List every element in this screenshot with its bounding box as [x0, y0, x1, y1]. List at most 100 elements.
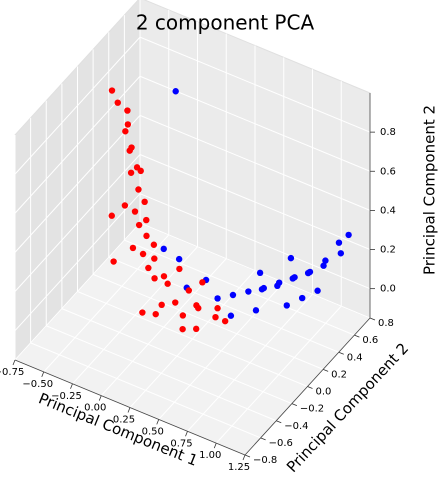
y-tick-label: 0.6 [362, 335, 378, 346]
grid-line [139, 114, 371, 211]
point [129, 244, 137, 252]
point [175, 255, 183, 263]
tick-mark [322, 369, 329, 372]
point [114, 99, 121, 106]
point [137, 167, 144, 175]
point [152, 310, 159, 318]
point [143, 232, 150, 240]
point [121, 202, 129, 209]
point [124, 121, 132, 128]
point [185, 287, 193, 294]
point [172, 299, 179, 306]
tick-mark [307, 386, 313, 389]
x-tick-label: −0.75 [0, 367, 24, 378]
tick-mark [185, 431, 188, 437]
grid-line [108, 256, 339, 353]
x-tick-label: −0.50 [22, 379, 53, 390]
x-tick-label: 0.00 [84, 403, 106, 414]
point [195, 304, 202, 312]
point [141, 198, 148, 206]
point [335, 239, 343, 246]
z-tick-label: 0.8 [380, 127, 396, 138]
y-tick-label: −0.6 [269, 438, 293, 449]
point [127, 169, 135, 176]
grid-line [14, 115, 141, 253]
point [150, 241, 158, 248]
point [298, 294, 306, 302]
y-tick-label: 0.0 [316, 387, 332, 398]
z-axis-label: Principal Component 2 [421, 105, 439, 275]
point [131, 208, 139, 215]
point [122, 128, 129, 135]
grid-line [14, 36, 141, 175]
point [160, 273, 168, 280]
grid-line [46, 325, 277, 422]
y-tick-label: 0.8 [378, 318, 394, 329]
point [221, 317, 229, 325]
point [320, 262, 327, 269]
point [214, 305, 221, 312]
axis-line [244, 317, 371, 456]
grid-line [92, 273, 324, 370]
tick-mark [156, 419, 160, 425]
point [108, 212, 115, 219]
point [212, 313, 219, 321]
grid-line [139, 36, 371, 133]
point [108, 87, 116, 94]
tick-mark [338, 351, 344, 355]
point [199, 279, 206, 286]
axes: −0.75−0.50−0.250.000.250.500.751.001.25−… [0, 93, 396, 473]
grid-line [14, 193, 141, 331]
tick-mark [354, 334, 360, 338]
point [172, 88, 179, 95]
point [214, 295, 221, 302]
tick-mark [98, 395, 102, 401]
point [126, 147, 133, 154]
point [229, 291, 237, 299]
point [151, 275, 158, 282]
tick-mark [12, 359, 16, 366]
x-tick-label: 0.25 [113, 415, 135, 426]
point [337, 250, 345, 257]
point [304, 269, 312, 277]
y-tick-label: −0.8 [253, 455, 277, 466]
points [108, 87, 352, 333]
point [345, 231, 352, 239]
point [314, 287, 321, 294]
point [227, 312, 235, 319]
tick-mark [244, 454, 251, 458]
tick-mark [242, 454, 246, 461]
grid-line [139, 222, 371, 319]
point [322, 257, 329, 264]
point [283, 302, 290, 309]
point [179, 325, 186, 333]
point [135, 221, 143, 229]
grid-line [139, 193, 371, 290]
point [124, 107, 131, 114]
tick-mark [369, 317, 376, 321]
x-tick-label: 0.75 [170, 438, 192, 449]
tick-mark [41, 371, 45, 378]
point [151, 255, 158, 262]
point [192, 325, 200, 333]
grid-line [14, 154, 141, 292]
point [139, 309, 146, 316]
point [179, 312, 187, 319]
y-tick-label: −0.4 [284, 421, 308, 432]
point [258, 286, 266, 293]
x-tick-label: 0.50 [142, 426, 164, 437]
point [110, 258, 117, 265]
y-tick-label: −0.2 [300, 404, 324, 415]
chart-title: 2 component PCA [136, 11, 315, 35]
z-tick-label: 0.4 [380, 205, 396, 216]
grid-line [14, 75, 141, 214]
point [135, 186, 142, 193]
tick-mark [276, 420, 282, 424]
point [287, 254, 295, 262]
point [145, 264, 152, 272]
point [139, 250, 147, 258]
point [252, 307, 260, 314]
y-tick-label: 0.4 [347, 352, 363, 363]
tick-mark [127, 407, 131, 413]
tick-mark [260, 437, 266, 441]
